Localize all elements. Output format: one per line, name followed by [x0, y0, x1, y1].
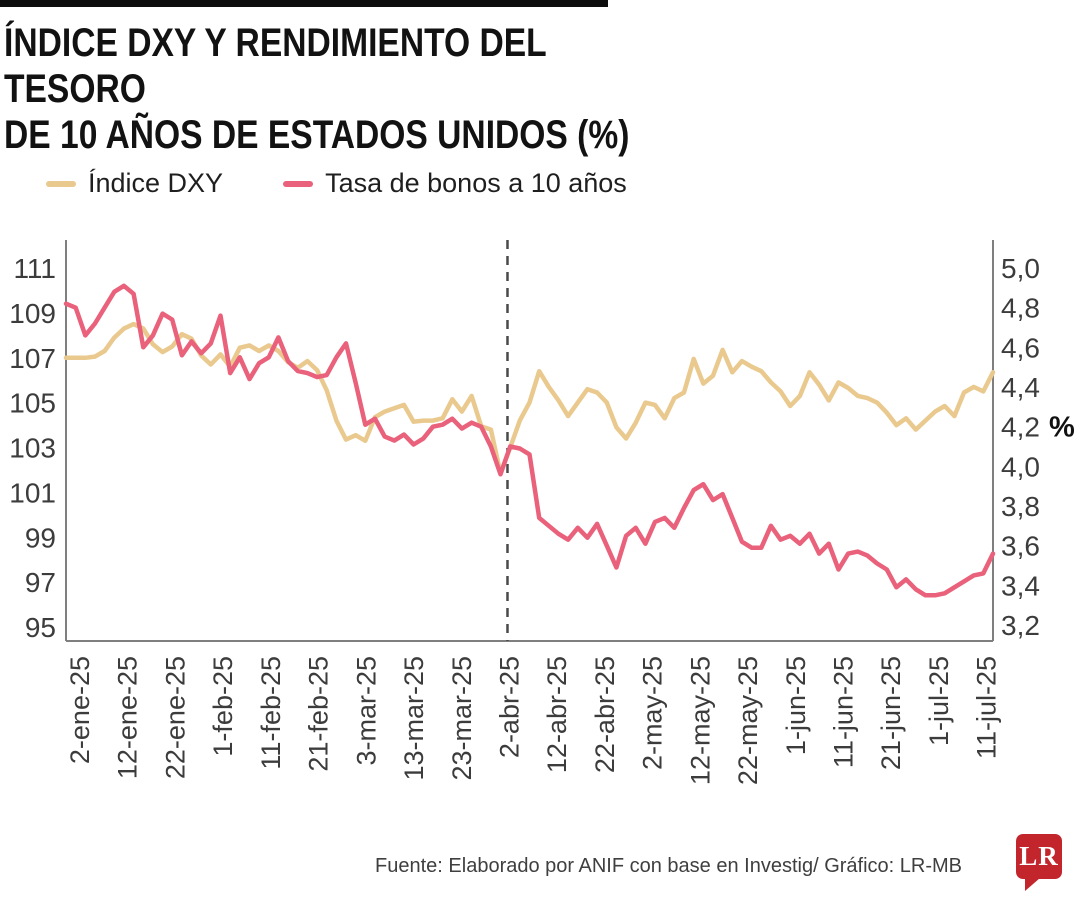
- right-axis-tick-label: 4,4: [1001, 372, 1040, 403]
- left-axis-tick-label: 109: [9, 298, 56, 329]
- right-axis-tick-label: 4,2: [1001, 412, 1040, 443]
- x-axis-tick-label: 1-jul-25: [924, 656, 954, 746]
- x-axis-tick-label: 2-ene-25: [65, 656, 95, 764]
- left-axis-tick-label: 99: [25, 522, 56, 553]
- x-axis-tick-label: 11-feb-25: [256, 656, 286, 770]
- left-axis-tick-label: 101: [9, 477, 56, 508]
- left-axis-tick-label: 111: [13, 253, 56, 284]
- right-axis-tick-label: 4,6: [1001, 332, 1040, 363]
- x-axis-tick-label: 22-ene-25: [160, 656, 190, 779]
- legend: Índice DXY Tasa de bonos a 10 años: [46, 168, 627, 199]
- right-axis-tick-label: 3,6: [1001, 531, 1040, 562]
- lr-logo-text: LR: [1019, 841, 1059, 871]
- bonds-legend-label: Tasa de bonos a 10 años: [325, 168, 627, 198]
- lr-logo: LR: [1016, 834, 1062, 891]
- source-credit: Fuente: Elaborado por ANIF con base en I…: [375, 855, 962, 877]
- left-axis-tick-label: 103: [9, 433, 56, 464]
- x-axis-tick-label: 3-mar-25: [351, 656, 381, 766]
- x-axis-tick-label: 21-jun-25: [876, 656, 906, 770]
- x-axis-tick-label: 11-jul-25: [972, 656, 1002, 759]
- right-axis-tick-label: 3,2: [1001, 610, 1040, 641]
- accent-bar: [0, 0, 608, 7]
- lr-logo-tail: [1025, 878, 1040, 891]
- left-axis-tick-label: 107: [9, 343, 56, 374]
- right-axis-tick-label: 3,4: [1001, 570, 1040, 601]
- chart-title: ÍNDICE DXY Y RENDIMIENTO DEL TESORO DE 10…: [4, 20, 642, 158]
- chart-title-line2: DE 10 AÑOS DE ESTADOS UNIDOS (%): [4, 113, 630, 157]
- x-axis-tick-label: 12-ene-25: [113, 656, 143, 779]
- x-axis-tick-label: 1-feb-25: [208, 656, 238, 757]
- x-axis-tick-label: 22-may-25: [733, 656, 763, 785]
- right-axis-tick-label: 5,0: [1001, 253, 1040, 284]
- x-axis-tick-label: 12-may-25: [685, 656, 715, 785]
- x-axis-tick-label: 21-feb-25: [304, 656, 334, 772]
- left-axis-tick-label: 97: [25, 567, 56, 598]
- legend-item-dxy: Índice DXY: [46, 168, 223, 199]
- dxy-legend-label: Índice DXY: [88, 168, 224, 198]
- x-axis-tick-label: 11-jun-25: [829, 656, 859, 768]
- right-axis-tick-label: 4,8: [1001, 293, 1040, 324]
- right-axis-unit-label: %: [1049, 412, 1075, 444]
- x-axis-tick-label: 2-abr-25: [494, 656, 524, 758]
- x-axis-tick-label: 13-mar-25: [399, 656, 429, 781]
- bonds-series-line: [63, 283, 996, 598]
- x-axis-tick-label: 2-may-25: [638, 656, 668, 770]
- legend-item-bonds: Tasa de bonos a 10 años: [283, 168, 627, 199]
- bonds-legend-swatch: [283, 180, 314, 187]
- dxy-legend-swatch: [46, 180, 76, 187]
- right-axis-tick-label: 4,0: [1001, 451, 1040, 482]
- x-axis-tick-label: 1-jun-25: [781, 656, 811, 755]
- dxy-series-line: [63, 321, 996, 476]
- right-axis-tick-label: 3,8: [1001, 491, 1040, 522]
- x-axis-tick-label: 23-mar-25: [447, 656, 477, 781]
- left-axis-tick-label: 95: [25, 612, 56, 643]
- x-axis-tick-label: 22-abr-25: [590, 656, 620, 773]
- left-axis-tick-label: 105: [9, 388, 56, 419]
- x-axis-tick-label: 12-abr-25: [542, 656, 572, 773]
- chart-title-line1: ÍNDICE DXY Y RENDIMIENTO DEL TESORO: [4, 21, 547, 111]
